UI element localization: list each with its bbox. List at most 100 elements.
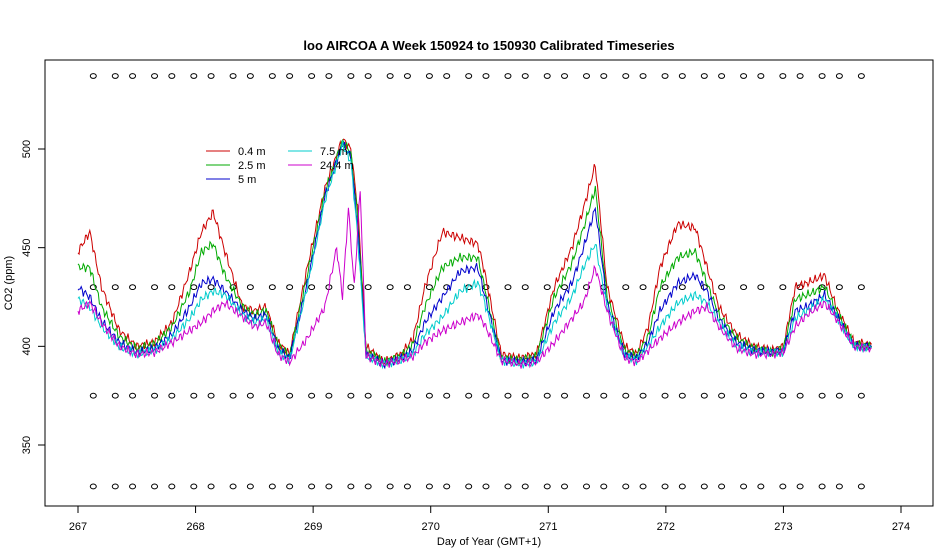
series-line-3 [77, 140, 872, 370]
calibration-marker-537-39 [857, 73, 865, 79]
calibration-marker-375-15 [386, 392, 394, 399]
calibration-marker-430-29 [661, 284, 669, 291]
calibration-marker-430-33 [740, 284, 748, 291]
calibration-marker-537-14 [364, 73, 372, 79]
calibration-marker-537-36 [796, 73, 804, 79]
legend: 0.4 m 2.5 m 5 m 7.5 m 24.4 m [206, 146, 354, 186]
calibration-marker-375-37 [818, 392, 826, 399]
calibration-marker-430-16 [403, 284, 411, 291]
calibration-marker-430-5 [190, 284, 198, 291]
series-line-0 [77, 138, 873, 365]
calibration-marker-375-2 [129, 392, 137, 399]
calibration-marker-430-28 [639, 284, 647, 291]
calibration-marker-537-3 [151, 73, 159, 79]
calibration-marker-329-21 [504, 483, 512, 490]
calibration-marker-430-3 [151, 284, 159, 291]
calibration-marker-537-38 [835, 73, 843, 79]
calibration-marker-537-20 [482, 73, 490, 79]
calibration-marker-375-26 [600, 392, 608, 399]
calibration-marker-329-1 [111, 483, 119, 490]
calibration-marker-329-34 [757, 483, 765, 490]
axes: 267 268 269 270 271 272 273 274 350 400 450 500 [21, 140, 910, 533]
calibration-marker-329-4 [168, 483, 176, 490]
calibration-marker-329-3 [151, 483, 159, 490]
x-tick-label-272: 272 [657, 521, 675, 533]
calibration-marker-329-19 [465, 483, 473, 490]
calibration-marker-329-14 [364, 483, 372, 490]
calibration-marker-329-17 [425, 483, 433, 490]
calibration-marker-375-31 [700, 392, 708, 399]
calibration-marker-375-16 [403, 392, 411, 399]
calibration-marker-537-8 [246, 73, 254, 79]
x-axis-label: Day of Year (GMT+1) [437, 536, 541, 548]
calibration-marker-375-14 [364, 392, 372, 399]
y-tick-label-500: 500 [21, 140, 33, 158]
legend-label-4: 24.4 m [320, 160, 354, 172]
calibration-marker-375-38 [835, 392, 843, 399]
calibration-marker-375-0 [89, 392, 97, 399]
calibration-marker-329-22 [521, 483, 529, 490]
calibration-marker-375-24 [561, 392, 569, 399]
calibration-marker-375-8 [246, 392, 254, 399]
plot-frame [44, 59, 934, 507]
calibration-marker-329-10 [286, 483, 294, 490]
calibration-marker-537-12 [325, 73, 333, 79]
calibration-marker-537-11 [308, 73, 316, 79]
calibration-marker-430-21 [504, 284, 512, 291]
calibration-marker-537-4 [168, 73, 176, 79]
calibration-marker-430-37 [818, 284, 826, 291]
calibration-markers [89, 73, 865, 490]
calibration-marker-430-17 [425, 284, 433, 291]
x-tick-label-274: 274 [892, 521, 910, 533]
calibration-marker-537-34 [757, 73, 765, 79]
calibration-marker-329-11 [308, 483, 316, 490]
calibration-marker-329-39 [857, 483, 865, 490]
calibration-marker-375-13 [347, 392, 355, 399]
calibration-marker-329-16 [403, 483, 411, 490]
calibration-marker-537-9 [268, 73, 276, 79]
calibration-marker-375-19 [465, 392, 473, 399]
calibration-marker-375-28 [639, 392, 647, 399]
calibration-marker-430-27 [622, 284, 630, 291]
calibration-marker-430-6 [207, 284, 215, 291]
calibration-marker-329-29 [661, 483, 669, 490]
calibration-marker-329-0 [89, 483, 97, 490]
calibration-marker-329-37 [818, 483, 826, 490]
legend-label-1: 2.5 m [238, 160, 266, 172]
calibration-marker-375-25 [582, 392, 590, 399]
x-tick-label-268: 268 [186, 521, 204, 533]
calibration-marker-375-29 [661, 392, 669, 399]
calibration-marker-537-13 [347, 73, 355, 79]
calibration-marker-375-23 [543, 392, 551, 399]
series-line-4 [77, 191, 872, 369]
calibration-marker-537-25 [582, 73, 590, 79]
calibration-marker-430-0 [89, 284, 97, 291]
calibration-marker-375-3 [151, 392, 159, 399]
calibration-marker-537-23 [543, 73, 551, 79]
calibration-marker-430-22 [521, 284, 529, 291]
calibration-marker-537-15 [386, 73, 394, 79]
calibration-marker-537-0 [89, 73, 97, 79]
calibration-marker-537-17 [425, 73, 433, 79]
calibration-marker-375-7 [229, 392, 237, 399]
calibration-marker-375-5 [190, 392, 198, 399]
calibration-marker-375-1 [111, 392, 119, 399]
calibration-marker-329-27 [622, 483, 630, 490]
calibration-marker-329-24 [561, 483, 569, 490]
calibration-marker-537-1 [111, 73, 119, 79]
calibration-marker-537-31 [700, 73, 708, 79]
calibration-marker-329-13 [347, 483, 355, 490]
calibration-marker-329-5 [190, 483, 198, 490]
calibration-marker-375-21 [504, 392, 512, 399]
calibration-marker-329-8 [246, 483, 254, 490]
calibration-marker-430-15 [386, 284, 394, 291]
calibration-marker-329-31 [700, 483, 708, 490]
calibration-marker-375-4 [168, 392, 176, 399]
calibration-marker-430-8 [246, 284, 254, 291]
calibration-marker-537-32 [718, 73, 726, 79]
calibration-marker-430-39 [857, 284, 865, 291]
calibration-marker-375-32 [718, 392, 726, 399]
calibration-marker-375-12 [325, 392, 333, 399]
calibration-marker-537-5 [190, 73, 198, 79]
calibration-marker-537-18 [443, 73, 451, 79]
